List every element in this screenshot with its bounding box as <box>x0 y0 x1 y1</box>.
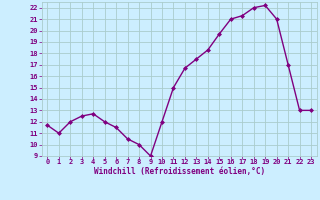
X-axis label: Windchill (Refroidissement éolien,°C): Windchill (Refroidissement éolien,°C) <box>94 167 265 176</box>
